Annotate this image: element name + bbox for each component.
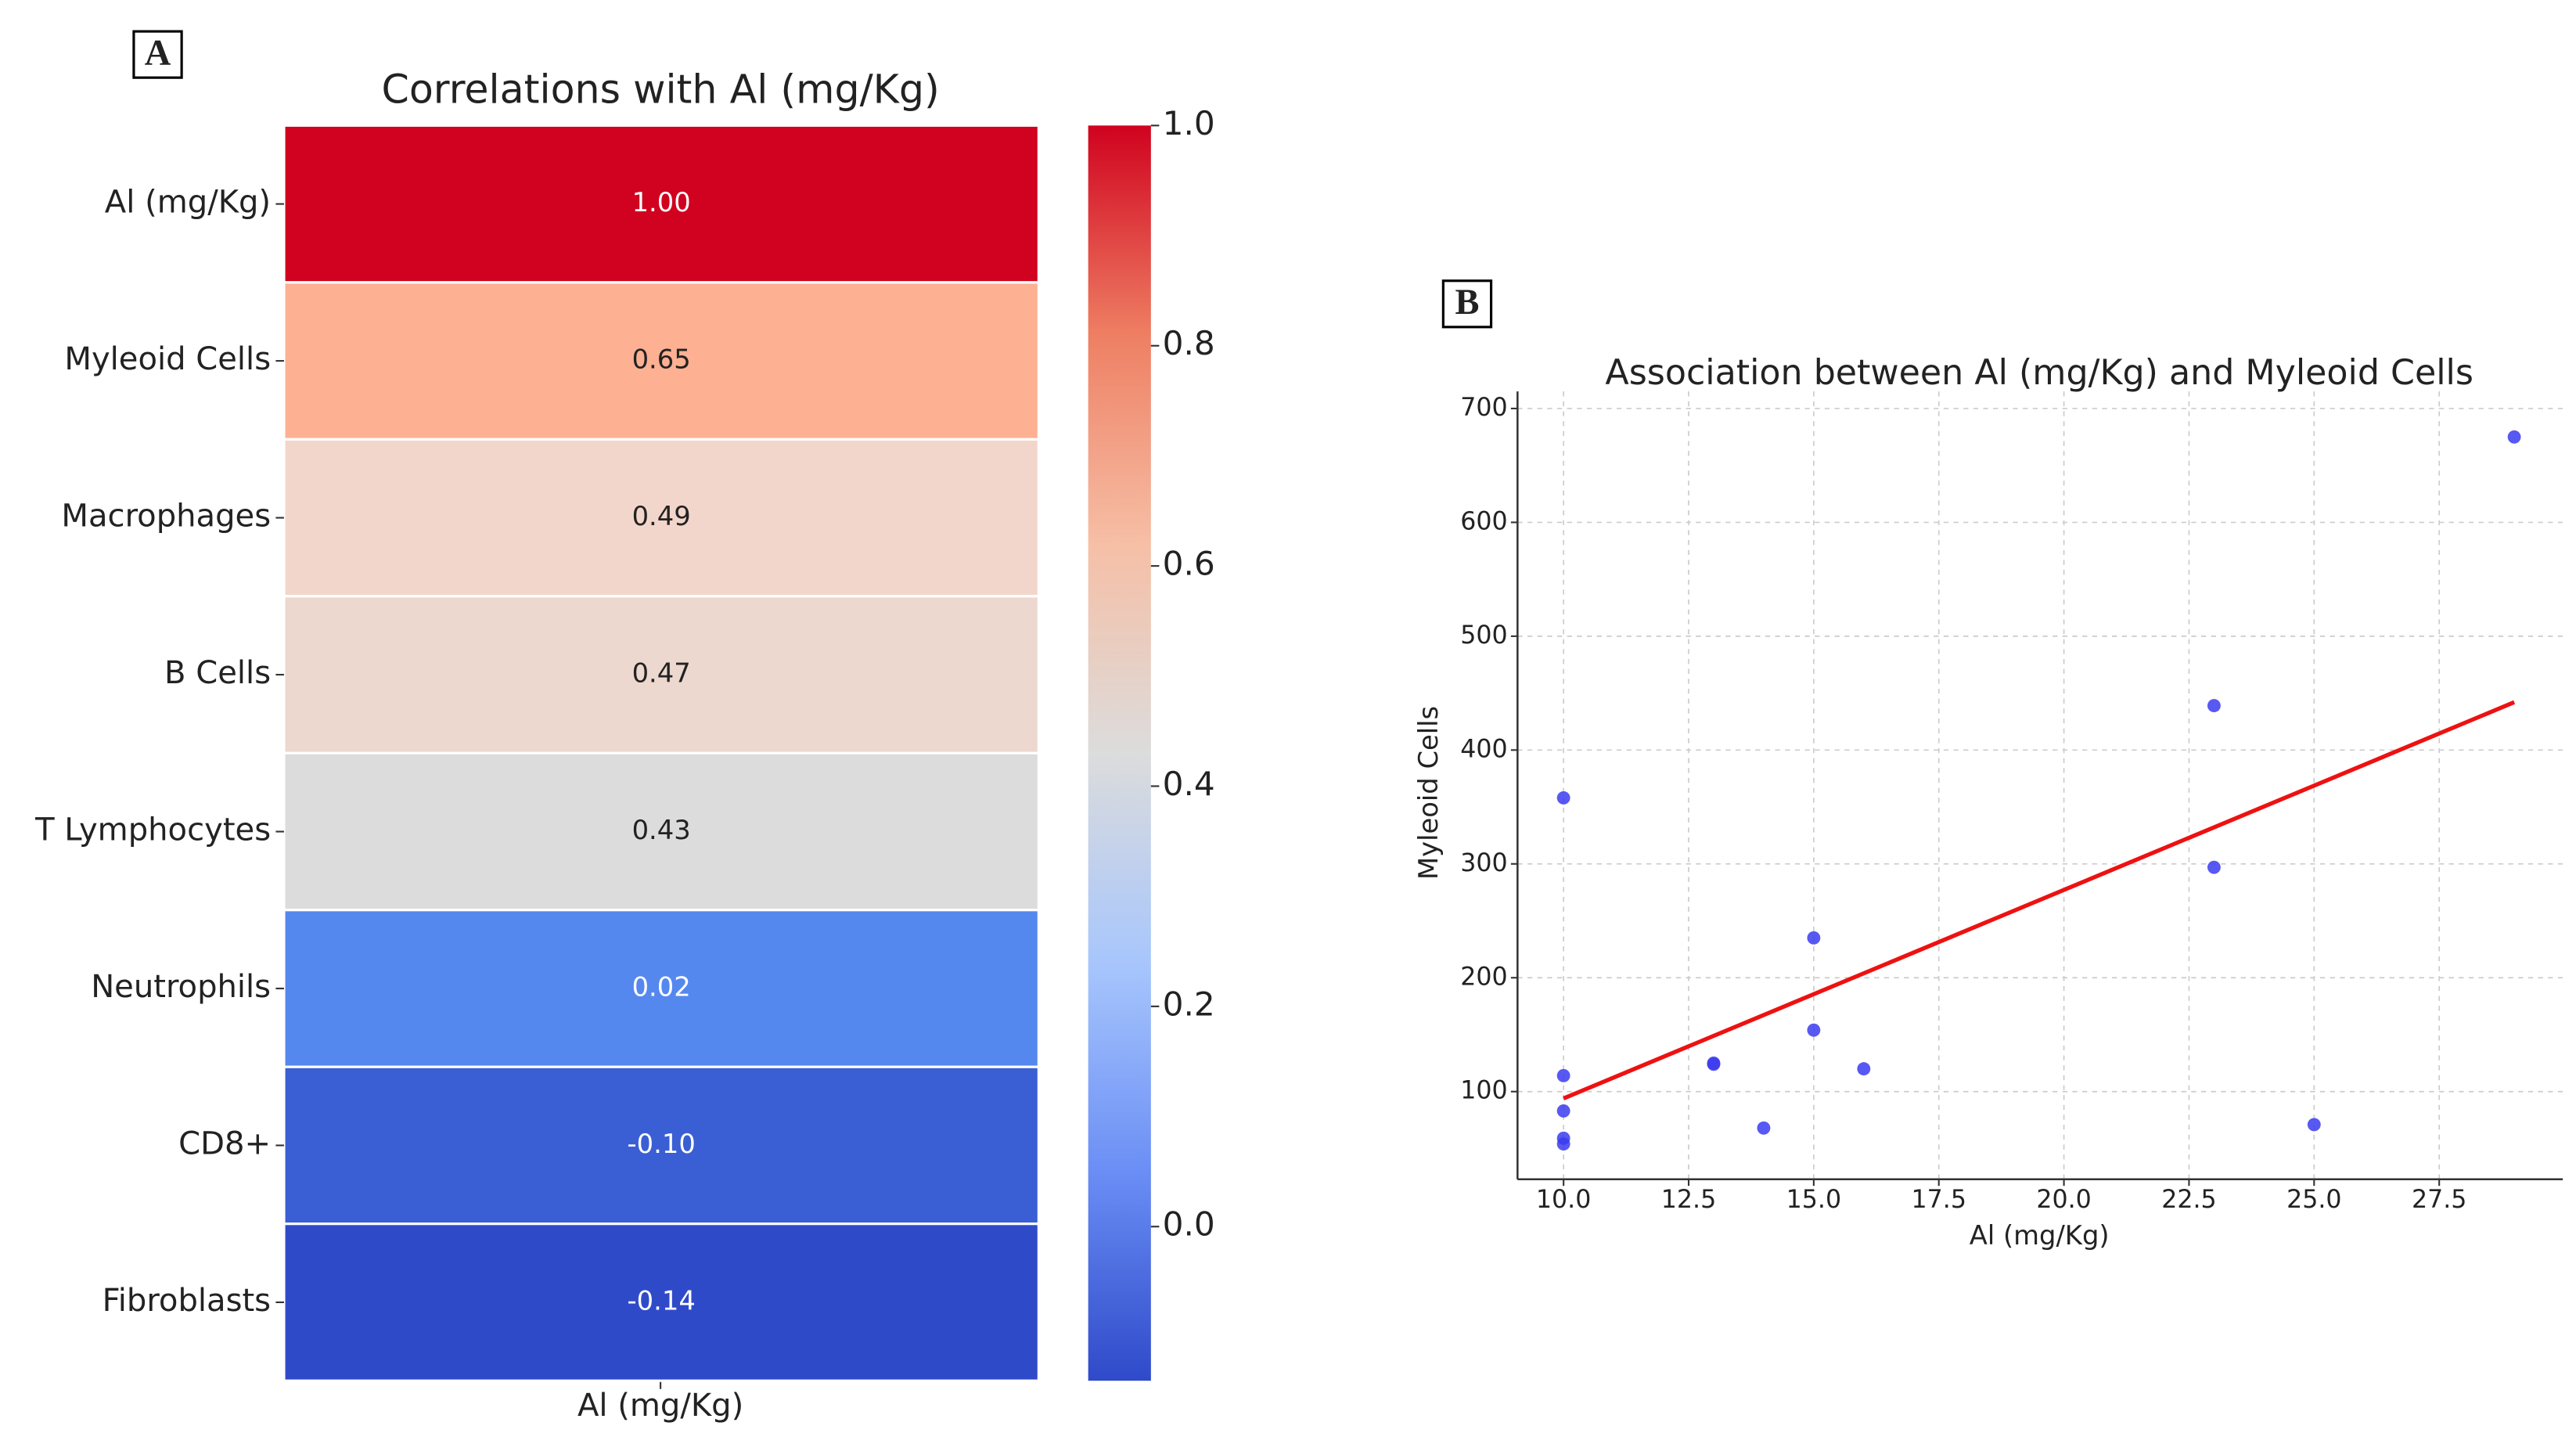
scatter-point (1556, 1137, 1570, 1151)
y-tick-label: 600 (1460, 507, 1507, 535)
y-tick-label: CD8+ (178, 1125, 271, 1161)
colorbar-tick-label: 0.4 (1163, 765, 1215, 803)
y-tick-label: Macrophages (61, 499, 271, 535)
x-axis-label: Al (mg/Kg) (577, 1388, 743, 1424)
colorbar-tick-label: 0.6 (1163, 545, 1215, 583)
y-tick-label: 700 (1460, 394, 1507, 422)
panel-box (132, 30, 183, 79)
scatter-point (2507, 430, 2521, 444)
y-tick-label: 200 (1460, 963, 1507, 991)
x-tick-label: 22.5 (2161, 1186, 2216, 1214)
scatter-point (1807, 1023, 1821, 1037)
cell-label: 0.65 (632, 344, 691, 375)
heatmap-cell (282, 281, 1040, 441)
panel-label: A (145, 33, 171, 73)
y-tick-label: 300 (1460, 849, 1507, 877)
y-tick-label: Neutrophils (91, 969, 271, 1005)
colorbar-tick-label: 0.2 (1163, 985, 1215, 1023)
scatter-point (1757, 1121, 1771, 1135)
x-tick-label: 17.5 (1912, 1186, 1966, 1214)
chart-title: Association between Al (mg/Kg) and Myleo… (1605, 353, 2473, 393)
y-tick-label: Al (mg/Kg) (105, 185, 271, 221)
scatter-point (1556, 790, 1570, 805)
y-tick-label: 100 (1460, 1077, 1507, 1105)
heatmap-cell (282, 909, 1040, 1068)
y-tick-label: B Cells (164, 655, 271, 691)
x-tick-label: 27.5 (2412, 1186, 2466, 1214)
y-axis-label: Myleoid Cells (1413, 706, 1444, 880)
x-tick-label: 10.0 (1536, 1186, 1591, 1214)
cell-label: -0.14 (627, 1285, 695, 1316)
colorbar-tick-label: 1.0 (1163, 104, 1215, 142)
scatter-point (1857, 1062, 1871, 1076)
colorbar (1088, 125, 1151, 1381)
scatter-point (1807, 931, 1821, 945)
heatmap-cell (282, 124, 1040, 284)
scatter-point (2207, 860, 2221, 874)
y-tick-label: Fibroblasts (103, 1283, 271, 1319)
scatter-point (1556, 1104, 1570, 1118)
x-axis-label: Al (mg/Kg) (1970, 1220, 2110, 1251)
scatter-point (1556, 1068, 1570, 1082)
cell-label: 0.49 (632, 501, 691, 531)
cell-label: 0.02 (632, 971, 691, 1002)
cell-label: -0.10 (627, 1129, 695, 1159)
x-tick-label: 25.0 (2286, 1186, 2341, 1214)
panel-box (1441, 279, 1493, 329)
y-tick-label: Myleoid Cells (64, 341, 271, 377)
colorbar-tick-label: 0.8 (1163, 324, 1215, 362)
chart-title: Correlations with Al (mg/Kg) (381, 67, 939, 113)
heatmap-cell (282, 751, 1040, 912)
x-tick-label: 15.0 (1786, 1186, 1841, 1214)
y-tick-label: 400 (1460, 735, 1507, 763)
trend-line (1563, 700, 2516, 1100)
panel-label: B (1455, 283, 1479, 322)
y-tick-label: 500 (1460, 621, 1507, 650)
scatter-point (2307, 1118, 2321, 1132)
heatmap-cell (282, 1223, 1040, 1382)
x-tick-label: 20.0 (2036, 1186, 2091, 1214)
cell-label: 0.47 (632, 658, 691, 689)
cell-label: 1.00 (632, 187, 691, 218)
x-tick-label: 12.5 (1661, 1186, 1716, 1214)
cell-label: 0.43 (632, 815, 691, 845)
scatter-point (1707, 1056, 1721, 1070)
scatter-point (2207, 699, 2221, 713)
y-tick-label: T Lymphocytes (34, 812, 271, 848)
colorbar-tick-label: 0.0 (1163, 1205, 1215, 1244)
